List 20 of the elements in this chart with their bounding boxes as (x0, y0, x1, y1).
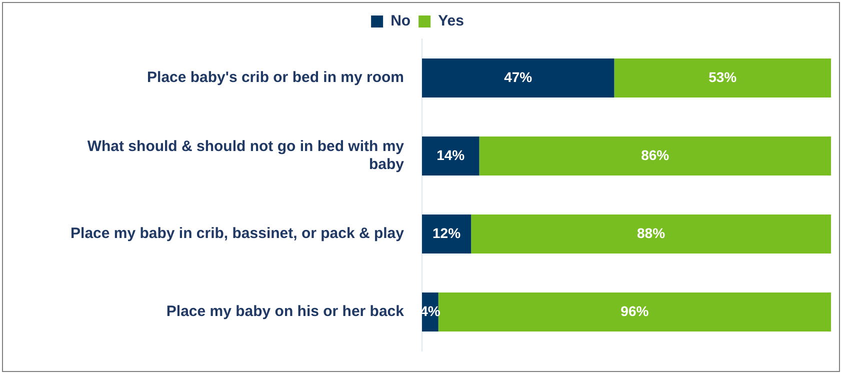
data-label: 47% (504, 68, 533, 85)
data-label: 88% (637, 224, 666, 241)
data-label: 14% (436, 146, 466, 163)
bar (422, 136, 480, 176)
bar (422, 58, 614, 98)
data-label: 96% (620, 302, 650, 319)
bar (471, 214, 831, 254)
legend-label: Yes (438, 12, 464, 30)
y-tick-label: Place my baby on his or her back (166, 303, 405, 320)
bar (614, 58, 831, 98)
bar (479, 136, 831, 176)
data-label: 86% (641, 146, 670, 163)
bar (438, 292, 831, 332)
bar (422, 214, 472, 254)
data-label: 53% (708, 68, 738, 85)
y-tick-label: Place my baby in crib, bassinet, or pack & play (70, 225, 405, 242)
y-tick-label: Place baby's crib or bed in my room (147, 69, 404, 86)
legend-label: No (390, 12, 411, 30)
data-label: 12% (432, 224, 462, 241)
y-tick-label: What should & should not go in bed with my baby (87, 138, 405, 174)
